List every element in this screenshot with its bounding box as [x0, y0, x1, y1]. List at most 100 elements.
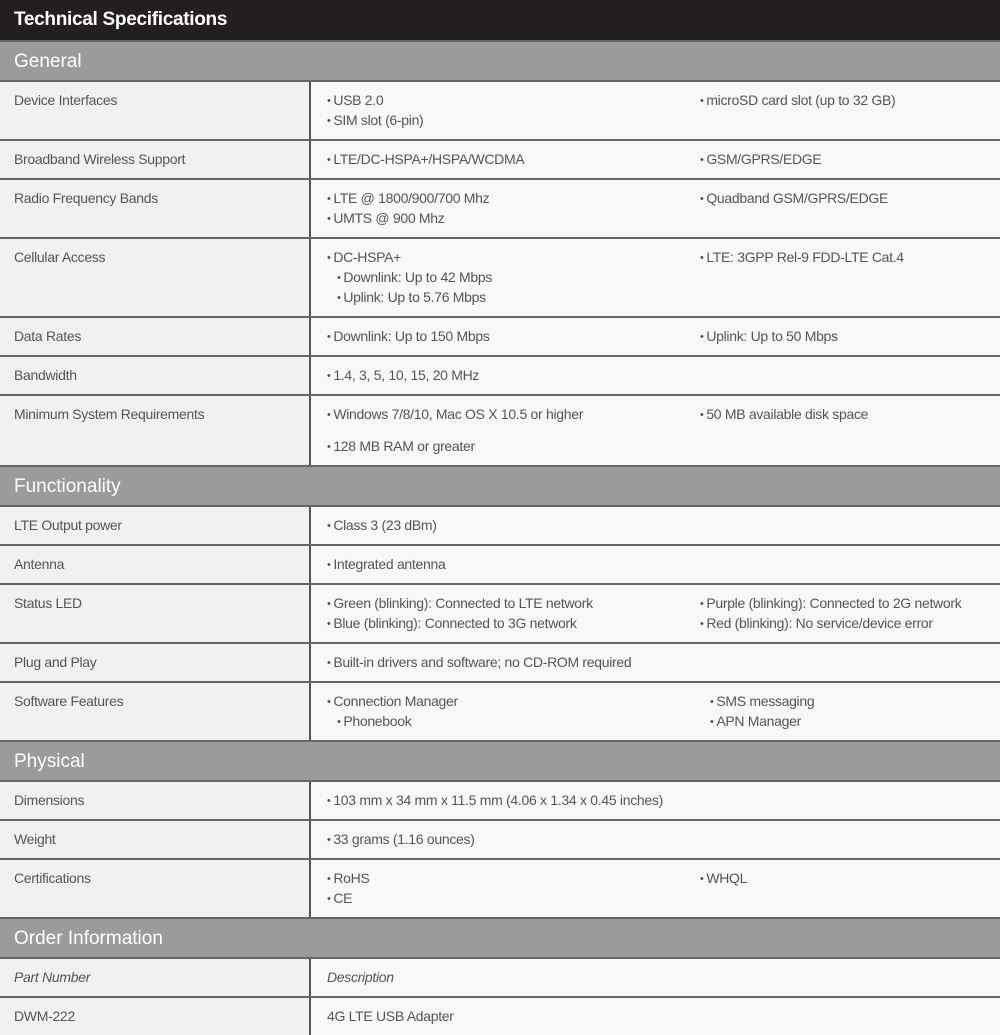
spec-value: Green (blinking): Connected to LTE netwo…: [327, 594, 684, 614]
spec-values-col3: microSD card slot (up to 32 GB): [684, 82, 1000, 139]
spec-value: 103 mm x 34 mm x 11.5 mm (4.06 x 1.34 x …: [327, 791, 684, 811]
spec-values-col2: DC-HSPA+Downlink: Up to 42 MbpsUplink: U…: [311, 239, 684, 316]
spec-values-col2: LTE @ 1800/900/700 MhzUMTS @ 900 Mhz: [311, 180, 684, 237]
spec-value: Windows 7/8/10, Mac OS X 10.5 or higher: [327, 405, 684, 425]
spec-values-col3: [684, 644, 1000, 681]
spec-values-col2: Connection ManagerPhonebook: [311, 683, 684, 740]
spec-value: Purple (blinking): Connected to 2G netwo…: [700, 594, 1000, 614]
spec-label: Dimensions: [0, 782, 311, 819]
section-header: Order Information: [0, 917, 1000, 957]
spec-label: LTE Output power: [0, 507, 311, 544]
spec-values-col3: GSM/GPRS/EDGE: [684, 141, 1000, 178]
spec-value: USB 2.0: [327, 91, 684, 111]
spec-value: 1.4, 3, 5, 10, 15, 20 MHz: [327, 366, 684, 386]
spec-row: Data Rates Downlink: Up to 150 Mbps Uplink…: [0, 316, 1000, 355]
spec-value: LTE/DC-HSPA+/HSPA/WCDMA: [327, 150, 684, 170]
spec-values-col3: [684, 821, 1000, 858]
spec-row: LTE Output power Class 3 (23 dBm): [0, 505, 1000, 544]
spec-label: Minimum System Requirements: [0, 396, 311, 465]
spec-row: Status LED Green (blinking): Connected to…: [0, 583, 1000, 642]
spec-value: Uplink: Up to 50 Mbps: [700, 327, 1000, 347]
spec-label: Antenna: [0, 546, 311, 583]
spec-row: Antenna Integrated antenna: [0, 544, 1000, 583]
spec-value: Phonebook: [327, 712, 684, 732]
spec-values-col3: 50 MB available disk space: [684, 396, 1000, 465]
spec-values-col2: Description: [311, 959, 684, 996]
spec-value: Downlink: Up to 42 Mbps: [327, 268, 684, 288]
spec-values-col2: 1.4, 3, 5, 10, 15, 20 MHz: [311, 357, 684, 394]
spec-values-col3: [684, 357, 1000, 394]
spec-values-col3: WHQL: [684, 860, 1000, 917]
spec-row: Dimensions 103 mm x 34 mm x 11.5 mm (4.06…: [0, 780, 1000, 819]
spec-value: CE: [327, 889, 684, 909]
spec-values-col2: 33 grams (1.16 ounces): [311, 821, 684, 858]
spec-value: APN Manager: [700, 712, 1000, 732]
spec-value: 4G LTE USB Adapter: [327, 1008, 454, 1024]
spec-row: Part Number Description: [0, 957, 1000, 996]
section-header: Functionality: [0, 465, 1000, 505]
spec-label: Cellular Access: [0, 239, 311, 316]
spec-value: Class 3 (23 dBm): [327, 516, 684, 536]
spec-value: Uplink: Up to 5.76 Mbps: [327, 288, 684, 308]
spec-value: DC-HSPA+: [327, 248, 684, 268]
spec-label: Bandwidth: [0, 357, 311, 394]
spec-label: Radio Frequency Bands: [0, 180, 311, 237]
spec-row: Software FeaturesConnection ManagerPhone…: [0, 681, 1000, 740]
spec-value: Connection Manager: [327, 692, 684, 712]
spec-value: Red (blinking): No service/device error: [700, 614, 1000, 634]
spec-values-col2: Integrated antenna: [311, 546, 684, 583]
spec-value: GSM/GPRS/EDGE: [700, 150, 1000, 170]
spec-values-col2: LTE/DC-HSPA+/HSPA/WCDMA: [311, 141, 684, 178]
spec-values-col2: Green (blinking): Connected to LTE netwo…: [311, 585, 684, 642]
spec-values-col3: Purple (blinking): Connected to 2G netwo…: [684, 585, 1000, 642]
spec-value: RoHS: [327, 869, 684, 889]
spec-values-col2: USB 2.0SIM slot (6-pin): [311, 82, 684, 139]
spec-value: Downlink: Up to 150 Mbps: [327, 327, 684, 347]
spec-label: Device Interfaces: [0, 82, 311, 139]
spec-row: Weight 33 grams (1.16 ounces): [0, 819, 1000, 858]
spec-value: Blue (blinking): Connected to 3G network: [327, 614, 684, 634]
spec-values-col3: Uplink: Up to 50 Mbps: [684, 318, 1000, 355]
spec-label: Data Rates: [0, 318, 311, 355]
spec-row: Cellular AccessDC-HSPA+Downlink: Up to 4…: [0, 237, 1000, 316]
spec-value: LTE: 3GPP Rel-9 FDD-LTE Cat.4: [700, 248, 1000, 268]
spec-value: Built-in drivers and software; no CD-ROM…: [327, 653, 684, 673]
spec-values-col2: Windows 7/8/10, Mac OS X 10.5 or higher 1…: [311, 396, 684, 465]
spec-values-col2: 103 mm x 34 mm x 11.5 mm (4.06 x 1.34 x …: [311, 782, 684, 819]
spec-values-col2: Downlink: Up to 150 Mbps: [311, 318, 684, 355]
spec-label: Plug and Play: [0, 644, 311, 681]
spec-value: 33 grams (1.16 ounces): [327, 830, 684, 850]
spec-values-col2: Built-in drivers and software; no CD-ROM…: [311, 644, 684, 681]
spec-value: LTE @ 1800/900/700 Mhz: [327, 189, 684, 209]
spec-value: 50 MB available disk space: [700, 405, 1000, 425]
spec-value: microSD card slot (up to 32 GB): [700, 91, 1000, 111]
spec-value: WHQL: [700, 869, 1000, 889]
spec-values-col3: [684, 507, 1000, 544]
spec-label: Weight: [0, 821, 311, 858]
spec-values-col3: [684, 546, 1000, 583]
spec-value: SIM slot (6-pin): [327, 111, 684, 131]
spec-value: Description: [327, 969, 394, 985]
spec-value: Quadband GSM/GPRS/EDGE: [700, 189, 1000, 209]
spec-value: Integrated antenna: [327, 555, 684, 575]
spec-row: DWM-222 4G LTE USB Adapter: [0, 996, 1000, 1035]
spec-values-col2: RoHSCE: [311, 860, 684, 917]
spec-row: Device InterfacesUSB 2.0SIM slot (6-pin)…: [0, 80, 1000, 139]
spec-row: Minimum System RequirementsWindows 7/8/1…: [0, 394, 1000, 465]
spec-label: Status LED: [0, 585, 311, 642]
spec-value: 128 MB RAM or greater: [327, 437, 684, 457]
spec-label: DWM-222: [0, 998, 311, 1035]
spec-label: Part Number: [0, 959, 311, 996]
spec-values-col3: [684, 998, 1000, 1035]
spec-value: UMTS @ 900 Mhz: [327, 209, 684, 229]
spec-label: Certifications: [0, 860, 311, 917]
spec-row: Bandwidth 1.4, 3, 5, 10, 15, 20 MHz: [0, 355, 1000, 394]
spec-label: Software Features: [0, 683, 311, 740]
section-header: Physical: [0, 740, 1000, 780]
spec-row: Broadband Wireless Support LTE/DC-HSPA+/H…: [0, 139, 1000, 178]
spec-values-col2: 4G LTE USB Adapter: [311, 998, 684, 1035]
page-title: Technical Specifications: [0, 0, 1000, 40]
spec-label: Broadband Wireless Support: [0, 141, 311, 178]
spec-values-col3: [684, 782, 1000, 819]
